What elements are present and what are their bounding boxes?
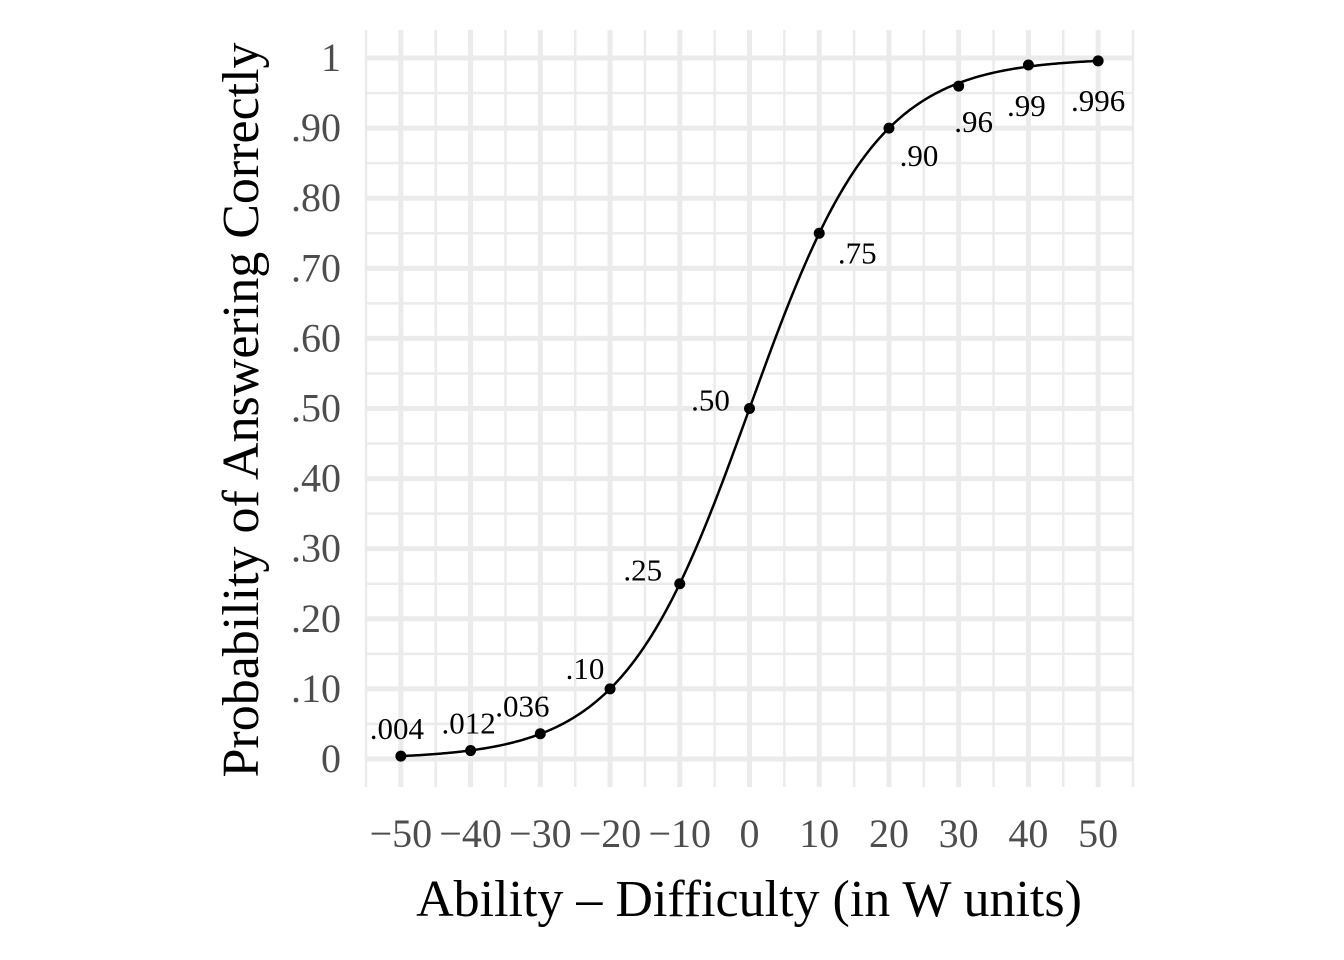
data-point (674, 578, 686, 590)
major-gridlines (366, 30, 1133, 787)
x-axis-tick-labels: −50 −40 −30 −20 −10 0 10 20 30 40 50 (370, 811, 1119, 856)
data-label: .012 (441, 706, 495, 741)
data-label: .25 (623, 553, 662, 588)
data-label: .75 (838, 235, 877, 270)
data-point (744, 403, 755, 414)
data-point (953, 80, 965, 92)
y-axis-title: Probability of Answering Correctly (213, 42, 270, 777)
y-tick-label: .40 (291, 456, 341, 501)
x-tick-label: −10 (648, 811, 711, 856)
data-label: .996 (1071, 83, 1125, 118)
x-tick-label: 30 (939, 811, 979, 856)
y-tick-label: .50 (291, 386, 341, 431)
y-tick-label: .90 (291, 105, 341, 150)
data-point (604, 683, 616, 695)
y-tick-label: .70 (291, 245, 341, 290)
data-label: .10 (566, 651, 605, 686)
data-point (813, 227, 825, 239)
y-tick-label: .80 (291, 175, 341, 220)
y-tick-label: .10 (291, 666, 341, 711)
x-axis-title: Ability – Difficulty (in W units) (416, 871, 1082, 928)
data-point (395, 750, 407, 762)
y-tick-label: 0 (321, 736, 341, 781)
x-tick-label: 40 (1008, 811, 1048, 856)
data-point (534, 728, 546, 740)
data-point (1092, 55, 1104, 67)
points-layer (395, 55, 1104, 762)
data-label: .99 (1007, 88, 1046, 123)
y-tick-label: 1 (321, 35, 341, 80)
x-tick-label: 50 (1078, 811, 1118, 856)
data-label: .50 (691, 383, 730, 418)
y-tick-label: .60 (291, 315, 341, 360)
data-point (465, 745, 477, 757)
x-tick-label: −40 (439, 811, 502, 856)
y-tick-label: .30 (291, 526, 341, 571)
data-label: .96 (954, 104, 993, 139)
data-label: .004 (370, 711, 425, 746)
x-tick-label: −30 (509, 811, 572, 856)
x-tick-label: −50 (370, 811, 433, 856)
y-tick-label: .20 (291, 596, 341, 641)
data-point (883, 122, 895, 134)
data-point (1022, 59, 1034, 71)
data-label: .90 (900, 138, 939, 173)
data-labels: .004 .012.036 .10 .25 .50 .75 .90 .96 .99 .996 (370, 83, 1126, 746)
y-axis-tick-labels: 0 .10 .20 .30 .40 .50 .60 .70 .80 .90 1 (291, 35, 341, 781)
data-label: .036 (495, 689, 549, 724)
x-tick-label: 10 (799, 811, 839, 856)
x-tick-label: 20 (869, 811, 909, 856)
x-tick-label: −20 (579, 811, 642, 856)
x-tick-label: 0 (740, 811, 760, 856)
